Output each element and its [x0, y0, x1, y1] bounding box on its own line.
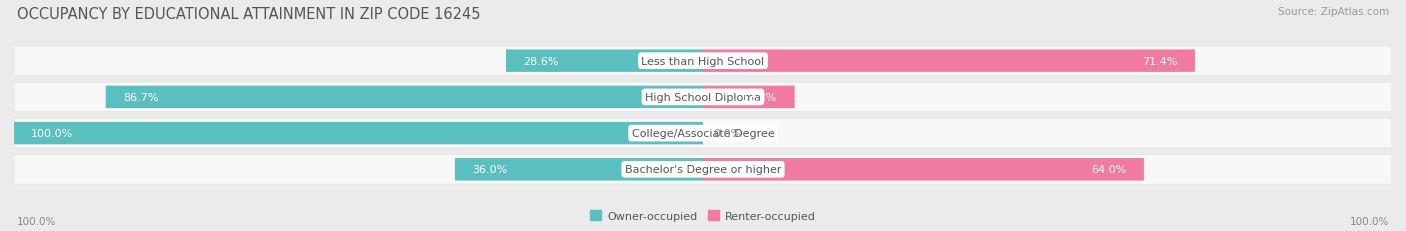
- Text: 36.0%: 36.0%: [472, 165, 508, 175]
- FancyBboxPatch shape: [506, 50, 703, 73]
- FancyBboxPatch shape: [14, 122, 703, 145]
- Text: 100.0%: 100.0%: [31, 128, 73, 139]
- Legend: Owner-occupied, Renter-occupied: Owner-occupied, Renter-occupied: [586, 206, 820, 225]
- Text: 28.6%: 28.6%: [523, 56, 558, 66]
- Text: Bachelor's Degree or higher: Bachelor's Degree or higher: [624, 165, 782, 175]
- FancyBboxPatch shape: [703, 158, 1144, 181]
- Text: OCCUPANCY BY EDUCATIONAL ATTAINMENT IN ZIP CODE 16245: OCCUPANCY BY EDUCATIONAL ATTAINMENT IN Z…: [17, 7, 481, 22]
- FancyBboxPatch shape: [14, 83, 1392, 112]
- FancyBboxPatch shape: [105, 86, 703, 109]
- Text: 64.0%: 64.0%: [1091, 165, 1126, 175]
- Text: High School Diploma: High School Diploma: [645, 92, 761, 103]
- Text: College/Associate Degree: College/Associate Degree: [631, 128, 775, 139]
- FancyBboxPatch shape: [703, 50, 1195, 73]
- FancyBboxPatch shape: [14, 47, 1392, 76]
- FancyBboxPatch shape: [456, 158, 703, 181]
- FancyBboxPatch shape: [14, 119, 1392, 148]
- Text: 86.7%: 86.7%: [122, 92, 159, 103]
- Text: Less than High School: Less than High School: [641, 56, 765, 66]
- FancyBboxPatch shape: [14, 155, 1392, 184]
- Text: 13.3%: 13.3%: [742, 92, 778, 103]
- Text: 100.0%: 100.0%: [17, 216, 56, 226]
- Text: 0.0%: 0.0%: [713, 128, 741, 139]
- Text: 71.4%: 71.4%: [1142, 56, 1178, 66]
- Text: Source: ZipAtlas.com: Source: ZipAtlas.com: [1278, 7, 1389, 17]
- Text: 100.0%: 100.0%: [1350, 216, 1389, 226]
- FancyBboxPatch shape: [703, 86, 794, 109]
